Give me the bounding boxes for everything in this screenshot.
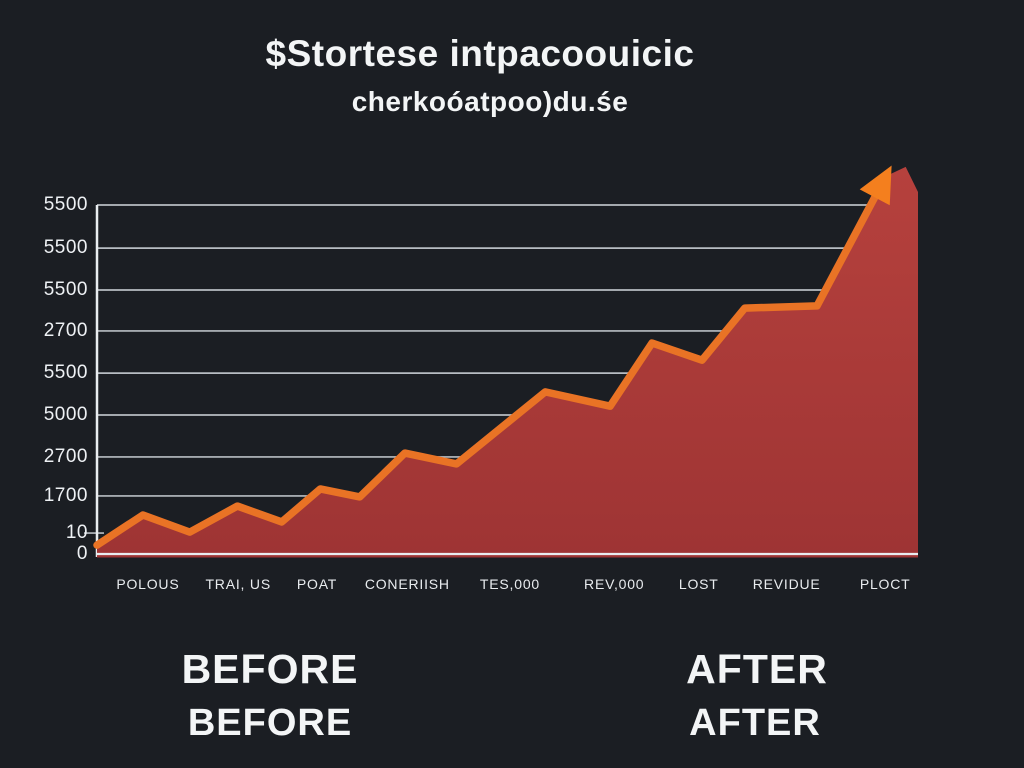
y-axis-tick-label: 1700 (43, 484, 88, 506)
x-axis-category-label: REVIDUE (752, 576, 821, 592)
y-axis-tick-label: 5500 (43, 279, 88, 301)
before-label-line2: BEFORE (187, 702, 353, 744)
x-axis-category-label: TES,000 (479, 576, 540, 592)
x-axis-category-label: PLOCT (859, 576, 911, 592)
y-axis-tick-label: 2700 (43, 319, 88, 341)
after-label-line2: AFTER (689, 702, 821, 744)
x-axis-category-label: POLOUS (116, 576, 180, 592)
y-axis-tick-label: 10 (65, 522, 88, 544)
y-axis-tick-label: 5500 (43, 237, 88, 259)
y-axis-tick-label: 0 (76, 543, 88, 564)
y-axis-tick-label: 2700 (43, 445, 88, 467)
y-axis-tick-label: 5500 (43, 194, 88, 215)
after-label-line1: AFTER (686, 646, 828, 692)
x-axis-category-label: REV,000 (584, 576, 645, 592)
x-axis-category-label: TRAI, US (205, 576, 271, 592)
y-axis-tick-label: 5000 (43, 404, 88, 426)
arrow-up-icon (859, 165, 892, 206)
before-label-line1: BEFORE (181, 646, 359, 692)
chart-subtitle: cherkoóatpoo)du.śe (351, 86, 629, 117)
x-axis-category-label: LOST (678, 576, 719, 592)
x-axis-category-label: CONERIISH (364, 576, 450, 592)
y-axis-tick-label: 5500 (43, 362, 88, 384)
x-axis-category-label: POAT (296, 576, 338, 592)
chart-title: $Stortese intpacoouicic (265, 33, 695, 74)
